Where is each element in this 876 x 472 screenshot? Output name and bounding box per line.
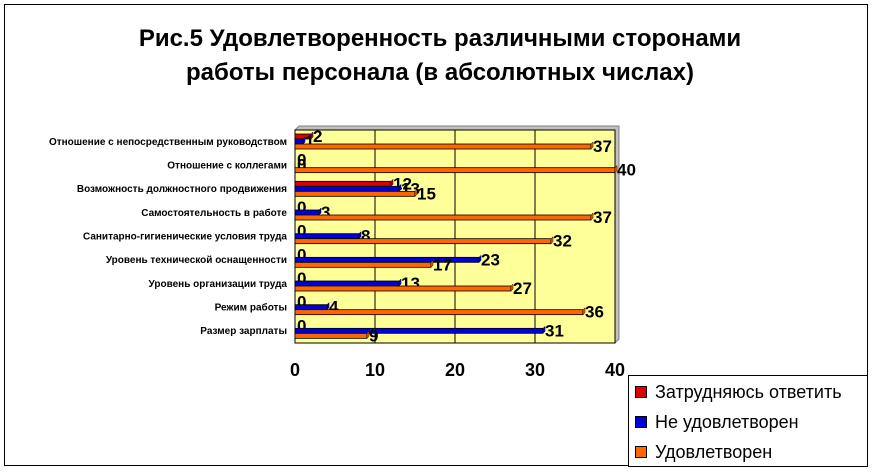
bar-side bbox=[510, 283, 514, 292]
bar bbox=[294, 180, 392, 187]
x-tick-label: 40 bbox=[605, 360, 625, 380]
bar bbox=[294, 332, 368, 339]
data-label: 27 bbox=[513, 279, 532, 298]
data-label: 3 bbox=[321, 203, 330, 222]
legend-label: Удовлетворен bbox=[655, 441, 773, 462]
legend-item-hard-to-answer: Затрудняюсь ответить bbox=[635, 378, 842, 406]
category-label: Уровень технической оснащенности bbox=[106, 255, 287, 266]
bar-side bbox=[542, 325, 546, 334]
legend-item-not-satisfied: Не удовлетворен bbox=[635, 408, 799, 436]
data-label: 0 bbox=[297, 245, 306, 264]
data-label: 8 bbox=[361, 227, 370, 246]
chart-title: Рис.5 Удовлетворенность различными сторо… bbox=[138, 25, 742, 86]
category-label: Отношение с непосредственным руководство… bbox=[49, 137, 287, 148]
legend-item-satisfied: Удовлетворен bbox=[635, 438, 772, 466]
category-label: Отношение с коллегами bbox=[167, 161, 287, 172]
bar bbox=[294, 304, 328, 311]
legend-swatch-orange bbox=[635, 446, 647, 458]
bar-side bbox=[414, 188, 418, 197]
bar bbox=[294, 190, 416, 197]
data-label: 9 bbox=[369, 326, 378, 345]
data-label: 0 bbox=[297, 293, 306, 312]
data-label: 4 bbox=[329, 298, 339, 317]
bar bbox=[294, 285, 512, 292]
category-label: Уровень организации труда bbox=[149, 279, 288, 290]
data-label: 0 bbox=[297, 151, 306, 170]
x-tick-label: 30 bbox=[525, 360, 545, 380]
x-tick-label: 20 bbox=[445, 360, 465, 380]
bar bbox=[294, 327, 544, 334]
data-label: 2 bbox=[313, 127, 322, 146]
bar-side bbox=[398, 278, 402, 287]
bar-side bbox=[582, 307, 586, 316]
legend-swatch-blue bbox=[635, 416, 647, 428]
bar bbox=[294, 214, 592, 221]
bar-side bbox=[478, 254, 482, 263]
bar-side bbox=[326, 302, 330, 311]
bar-side bbox=[390, 178, 394, 187]
bar-side bbox=[358, 231, 362, 240]
bar bbox=[294, 233, 360, 240]
data-label: 0 bbox=[297, 222, 306, 241]
category-label: Размер зарплаты bbox=[200, 326, 287, 337]
bar-side bbox=[398, 183, 402, 192]
bar bbox=[294, 185, 400, 192]
category-label: Самостоятельность в работе bbox=[141, 207, 287, 219]
data-label: 0 bbox=[297, 269, 306, 288]
bar-side bbox=[590, 141, 594, 150]
data-label: 32 bbox=[553, 232, 572, 251]
data-label: 37 bbox=[593, 208, 612, 227]
category-label: Санитарно-гигиенические условия труда bbox=[83, 232, 287, 243]
category-label: Возможность должностного продвижения bbox=[77, 184, 287, 195]
bar bbox=[294, 167, 616, 174]
data-label: 36 bbox=[585, 303, 604, 322]
legend-label: Затрудняюсь ответить bbox=[655, 381, 842, 402]
category-label: Режим работы bbox=[215, 302, 287, 314]
x-tick-label: 10 bbox=[365, 360, 385, 380]
bar-side bbox=[318, 207, 322, 216]
data-label: 37 bbox=[593, 137, 612, 156]
data-label: 40 bbox=[617, 161, 636, 180]
data-label: 31 bbox=[545, 321, 564, 340]
bar-side bbox=[430, 259, 434, 268]
bar bbox=[294, 261, 432, 268]
bar bbox=[294, 309, 584, 316]
bar bbox=[294, 138, 304, 145]
data-label: 0 bbox=[297, 198, 306, 217]
data-label: 1 bbox=[305, 132, 314, 151]
bar-side bbox=[550, 236, 554, 245]
bar bbox=[294, 209, 320, 216]
bar bbox=[294, 280, 400, 287]
bar bbox=[294, 238, 552, 245]
legend-label: Не удовлетворен bbox=[655, 411, 799, 432]
legend-swatch-red bbox=[635, 386, 647, 398]
bar-side bbox=[302, 136, 306, 145]
bar bbox=[294, 143, 592, 150]
bar-side bbox=[614, 165, 618, 174]
data-label: 23 bbox=[481, 250, 500, 269]
chart-legend: Затрудняюсь ответить Не удовлетворен Удо… bbox=[628, 375, 868, 467]
data-label: 0 bbox=[297, 316, 306, 335]
bar-side bbox=[366, 330, 370, 339]
x-tick-label: 0 bbox=[290, 360, 300, 380]
bar-side bbox=[590, 212, 594, 221]
data-label: 15 bbox=[417, 184, 436, 203]
data-label: 17 bbox=[433, 255, 452, 274]
data-label: 0 bbox=[297, 156, 306, 175]
bar-side bbox=[310, 131, 314, 140]
